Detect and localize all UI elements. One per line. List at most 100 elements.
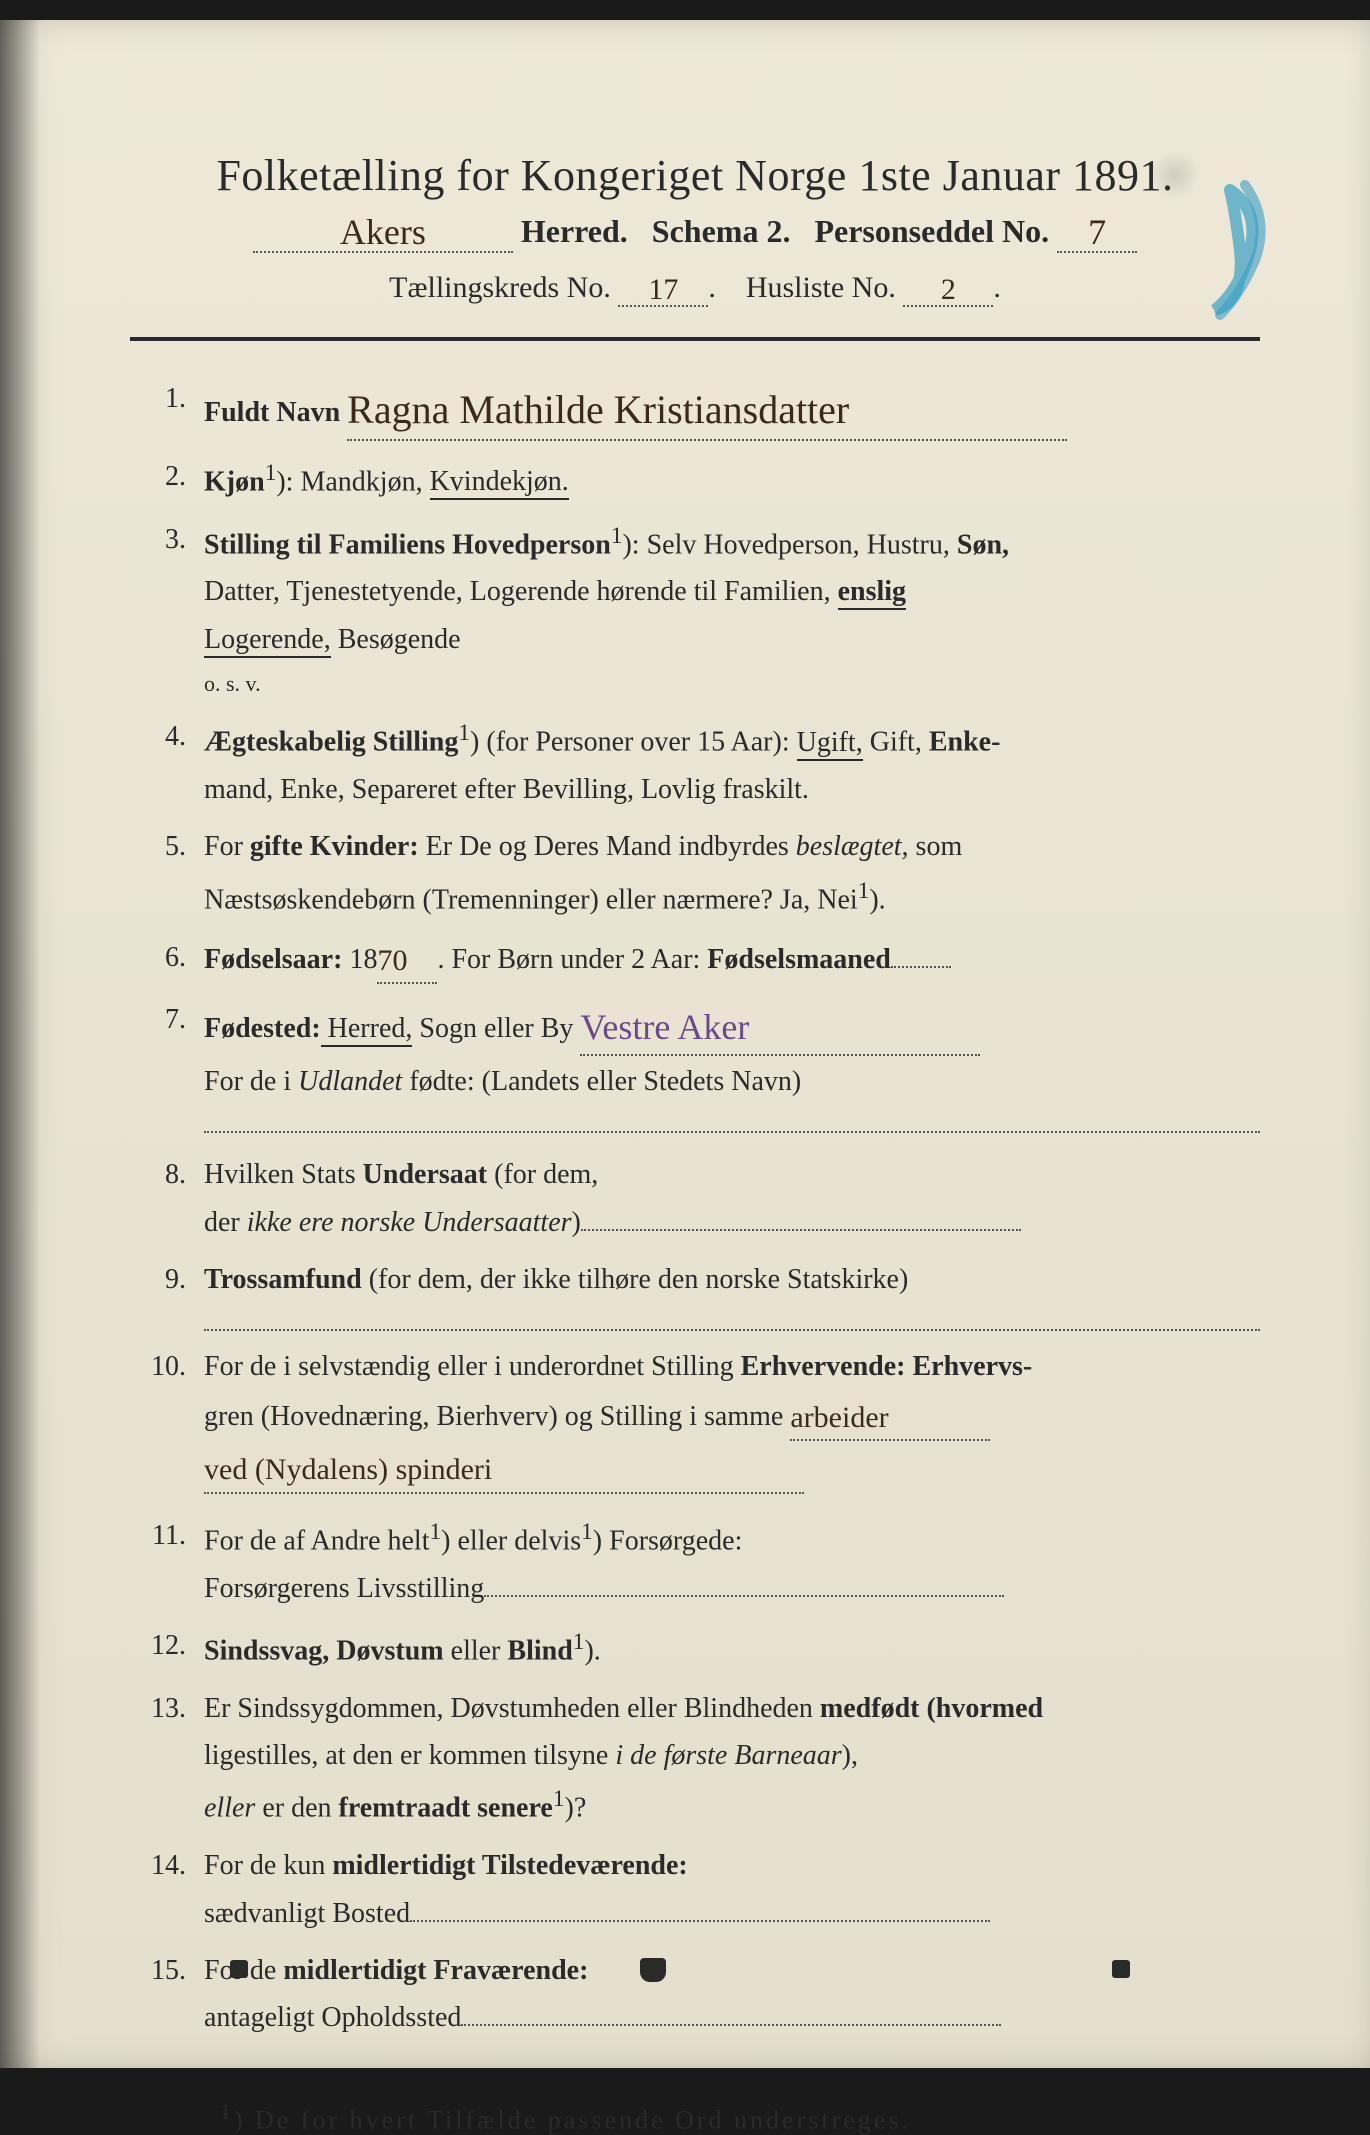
- full-name-value: Ragna Mathilde Kristiansdatter: [347, 379, 849, 441]
- field-label: Kjøn: [204, 466, 265, 497]
- text: Forsørgerens Livsstilling: [204, 1573, 484, 1604]
- form-header: Folketælling for Kongeriget Norge 1ste J…: [130, 150, 1260, 307]
- row-num: 1.: [140, 377, 204, 420]
- text: der: [204, 1207, 247, 1238]
- text: Er De og Deres Mand indbyrdes: [419, 831, 796, 862]
- text: ).: [584, 1635, 600, 1666]
- row-num: 9.: [140, 1258, 204, 1301]
- occupation-2: ved (Nydalens) spinderi: [204, 1447, 492, 1494]
- footnote-ref: 1: [265, 460, 277, 486]
- counter-line: Tællingskreds No. 17 . Husliste No. 2 .: [130, 271, 1260, 307]
- field-label: Fødselsaar:: [204, 944, 342, 975]
- punch-mark: [230, 1960, 248, 1978]
- row-3: 3. Stilling til Familiens Hovedperson1):…: [140, 518, 1260, 702]
- field-label: gifte Kvinder:: [250, 831, 419, 862]
- field-label: Ægteskabelig Stilling: [204, 727, 458, 758]
- text: ) (for Personer over 15 Aar):: [470, 727, 797, 758]
- row-5: 5. For gifte Kvinder: Er De og Deres Man…: [140, 825, 1260, 921]
- row-num: 2.: [140, 455, 204, 498]
- herred-value: Akers: [340, 211, 426, 253]
- footnote: 1) De for hvert Tilfælde passende Ord un…: [130, 2100, 1260, 2135]
- text: i de første Barneaar: [615, 1740, 841, 1771]
- text: eller: [444, 1635, 508, 1666]
- row-4: 4. Ægteskabelig Stilling1) (for Personer…: [140, 715, 1260, 811]
- selected-value: Herred,: [321, 1013, 413, 1047]
- text: medfødt (hvormed: [820, 1693, 1043, 1724]
- text: ).: [869, 884, 885, 915]
- punch-mark: [1112, 1960, 1130, 1978]
- text: antageligt Opholdssted: [204, 2002, 461, 2033]
- text: ): Mandkjøn,: [276, 466, 429, 497]
- text: Udlandet: [298, 1066, 402, 1097]
- text: . For Børn under 2 Aar:: [437, 944, 707, 975]
- header-rule: [130, 337, 1260, 341]
- subtitle-line: Akers Herred. Schema 2. Personseddel No.…: [130, 209, 1260, 253]
- text: er den: [255, 1793, 338, 1824]
- text: som: [909, 831, 963, 862]
- footnote-ref: 1: [581, 1519, 593, 1545]
- occupation-1: arbeider: [790, 1395, 888, 1442]
- footnote-ref: 1: [573, 1629, 585, 1655]
- row-num: 4.: [140, 715, 204, 758]
- field-label: Stilling til Familiens Hovedperson: [204, 529, 611, 560]
- text: ligestilles, at den er kommen tilsyne: [204, 1740, 615, 1771]
- blank-line: [204, 1109, 1260, 1133]
- field-label: Trossamfund: [204, 1264, 362, 1295]
- selected-value: Ugift,: [797, 727, 863, 761]
- punch-mark: [640, 1958, 666, 1982]
- row-14: 14. For de kun midlertidigt Tilstedevære…: [140, 1844, 1260, 1935]
- row-13: 13. Er Sindssygdommen, Døvstumheden elle…: [140, 1687, 1260, 1831]
- row-6: 6. Fødselsaar: 1870 . For Børn under 2 Aa…: [140, 936, 1260, 985]
- row-num: 11.: [140, 1514, 204, 1557]
- text: Datter, Tjenestetyende, Logerende hørend…: [204, 576, 838, 607]
- row-num: 10.: [140, 1345, 204, 1388]
- row-8: 8. Hvilken Stats Undersaat (for dem, der…: [140, 1153, 1260, 1244]
- text: sædvanligt Bosted: [204, 1898, 410, 1929]
- text: ) eller delvis: [441, 1525, 581, 1556]
- row-9: 9. Trossamfund (for dem, der ikke tilhør…: [140, 1258, 1260, 1331]
- row-num: 13.: [140, 1687, 204, 1730]
- text: Søn,: [957, 529, 1009, 560]
- footnote-ref: 1: [611, 523, 623, 549]
- field-label: Fuldt Navn: [204, 397, 340, 428]
- row-1: 1. Fuldt Navn Ragna Mathilde Kristiansda…: [140, 377, 1260, 441]
- husliste-no: 2: [941, 273, 956, 307]
- selected-value: Kvindekjøn.: [430, 466, 569, 500]
- text: Sindssvag,: [204, 1635, 329, 1666]
- text: ): Selv Hovedperson, Hustru,: [622, 529, 956, 560]
- footnote-ref: 1: [458, 720, 470, 746]
- tellingskreds-no: 17: [648, 273, 678, 307]
- row-2: 2. Kjøn1): Mandkjøn, Kvindekjøn.: [140, 455, 1260, 504]
- text: Besøgende: [331, 624, 461, 655]
- text: ) Forsørgede:: [593, 1525, 743, 1556]
- text: (for dem,: [487, 1159, 598, 1190]
- row-15: 15. For de midlertidigt Fraværende: anta…: [140, 1949, 1260, 2040]
- row-num: 15.: [140, 1949, 204, 1992]
- field-label: midlertidigt Fraværende:: [283, 1955, 588, 1986]
- row-num: 6.: [140, 936, 204, 979]
- schema-label: Schema 2.: [652, 213, 791, 249]
- text: Er Sindssygdommen, Døvstumheden eller Bl…: [204, 1693, 820, 1724]
- text: Fødselsmaaned: [707, 944, 891, 975]
- field-label: Erhvervende: Erhvervs-: [741, 1351, 1033, 1382]
- text: For: [204, 831, 250, 862]
- text: For de i selvstændig eller i underordnet…: [204, 1351, 741, 1382]
- text: Hvilken Stats: [204, 1159, 363, 1190]
- text: gren (Hovednæring, Bierhverv) og Stillin…: [204, 1401, 783, 1432]
- tellingskreds-label: Tællingskreds No.: [389, 271, 611, 304]
- row-num: 8.: [140, 1153, 204, 1196]
- husliste-label: Husliste No.: [746, 271, 896, 304]
- text: 18: [342, 944, 377, 975]
- text: Døvstum: [329, 1635, 443, 1666]
- footnote-text: ) De for hvert Tilfælde passende Ord und…: [234, 2105, 911, 2134]
- field-label: midlertidigt Tilstedeværende:: [332, 1850, 687, 1881]
- text: Næstsøskendebørn (Tremenninger) eller næ…: [204, 884, 858, 915]
- birth-year: 70: [377, 938, 407, 985]
- row-12: 12. Sindssvag, Døvstum eller Blind1).: [140, 1624, 1260, 1673]
- text: eller: [204, 1793, 255, 1824]
- selected-value: Logerende,: [204, 624, 331, 658]
- row-num: 12.: [140, 1624, 204, 1667]
- row-num: 7.: [140, 998, 204, 1041]
- text: )?: [565, 1793, 587, 1824]
- row-num: 14.: [140, 1844, 204, 1887]
